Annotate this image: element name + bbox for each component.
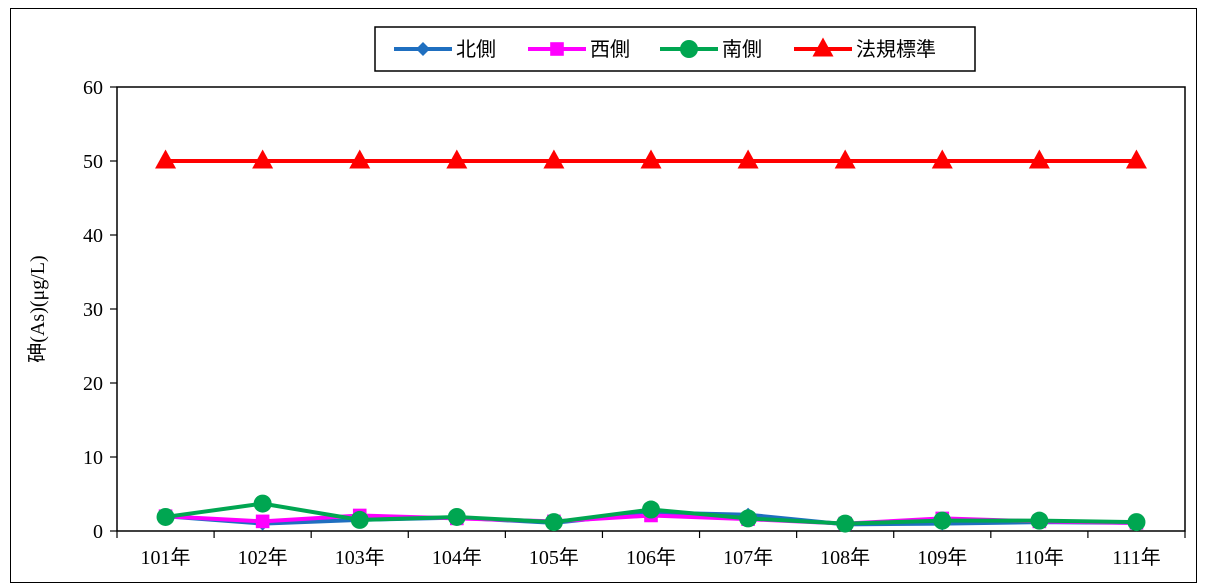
data-point <box>156 507 175 526</box>
x-tick-label: 101年 <box>141 546 191 569</box>
data-point <box>349 149 371 169</box>
data-point <box>680 40 698 58</box>
data-point <box>737 149 759 169</box>
data-point <box>931 149 953 169</box>
legend: 北側 西側 南側 法規標準 <box>374 26 976 72</box>
legend-label: 北側 <box>456 37 496 61</box>
y-tick-label: 60 <box>83 77 103 99</box>
x-tick-label: 103年 <box>335 546 385 569</box>
data-point <box>642 500 660 519</box>
data-point <box>255 514 270 529</box>
data-point <box>739 509 758 528</box>
x-tick-label: 109年 <box>917 546 967 569</box>
data-point <box>836 514 855 533</box>
y-tick-label: 10 <box>83 447 103 469</box>
series-layer <box>155 149 1147 533</box>
data-point <box>1030 511 1049 530</box>
data-point <box>253 494 272 513</box>
x-tick-label: 102年 <box>238 546 288 569</box>
y-axis-title: 砷(As)(μg/L) <box>26 255 49 362</box>
data-point <box>812 37 834 57</box>
y-tick-label: 20 <box>83 373 103 395</box>
data-point <box>834 149 856 169</box>
data-point <box>543 149 565 169</box>
data-point <box>447 507 466 526</box>
legend-entry: 北側 <box>394 37 496 61</box>
series-法規標準 <box>155 149 1147 169</box>
data-point <box>252 149 274 169</box>
data-point <box>446 149 468 169</box>
y-tick-label: 0 <box>93 521 103 543</box>
series-南側 <box>156 494 1146 533</box>
legend-box <box>374 26 976 72</box>
y-axis: 0 10 20 30 40 50 60 <box>83 77 117 543</box>
x-axis: 101年 102年 103年 104年 105年 106年 107年 108年 109年 110年… <box>116 531 1186 569</box>
data-point <box>1127 513 1146 532</box>
data-point <box>1028 149 1050 169</box>
legend-entry: 法規標準 <box>794 37 936 61</box>
data-point <box>544 513 563 532</box>
legend-entry: 南側 <box>660 37 762 61</box>
x-tick-label: 106年 <box>626 546 676 569</box>
x-tick-label: 107年 <box>723 546 773 569</box>
data-point <box>416 42 430 56</box>
data-point <box>1125 149 1147 169</box>
x-tick-label: 105年 <box>529 546 579 569</box>
y-tick-label: 50 <box>83 151 103 173</box>
y-tick-label: 40 <box>83 225 103 247</box>
data-point <box>350 510 369 529</box>
legend-label: 南側 <box>722 37 762 61</box>
legend-label: 法規標準 <box>856 37 936 61</box>
x-tick-label: 111年 <box>1112 546 1161 569</box>
data-point <box>550 42 564 56</box>
data-point <box>155 149 177 169</box>
y-tick-label: 30 <box>83 299 103 321</box>
x-tick-label: 104年 <box>432 546 482 569</box>
x-tick-label: 110年 <box>1015 546 1064 569</box>
data-point <box>933 511 952 530</box>
legend-entry: 西側 <box>528 37 630 61</box>
data-point <box>640 149 662 169</box>
legend-label: 西側 <box>590 37 630 61</box>
x-tick-label: 108年 <box>820 546 870 569</box>
